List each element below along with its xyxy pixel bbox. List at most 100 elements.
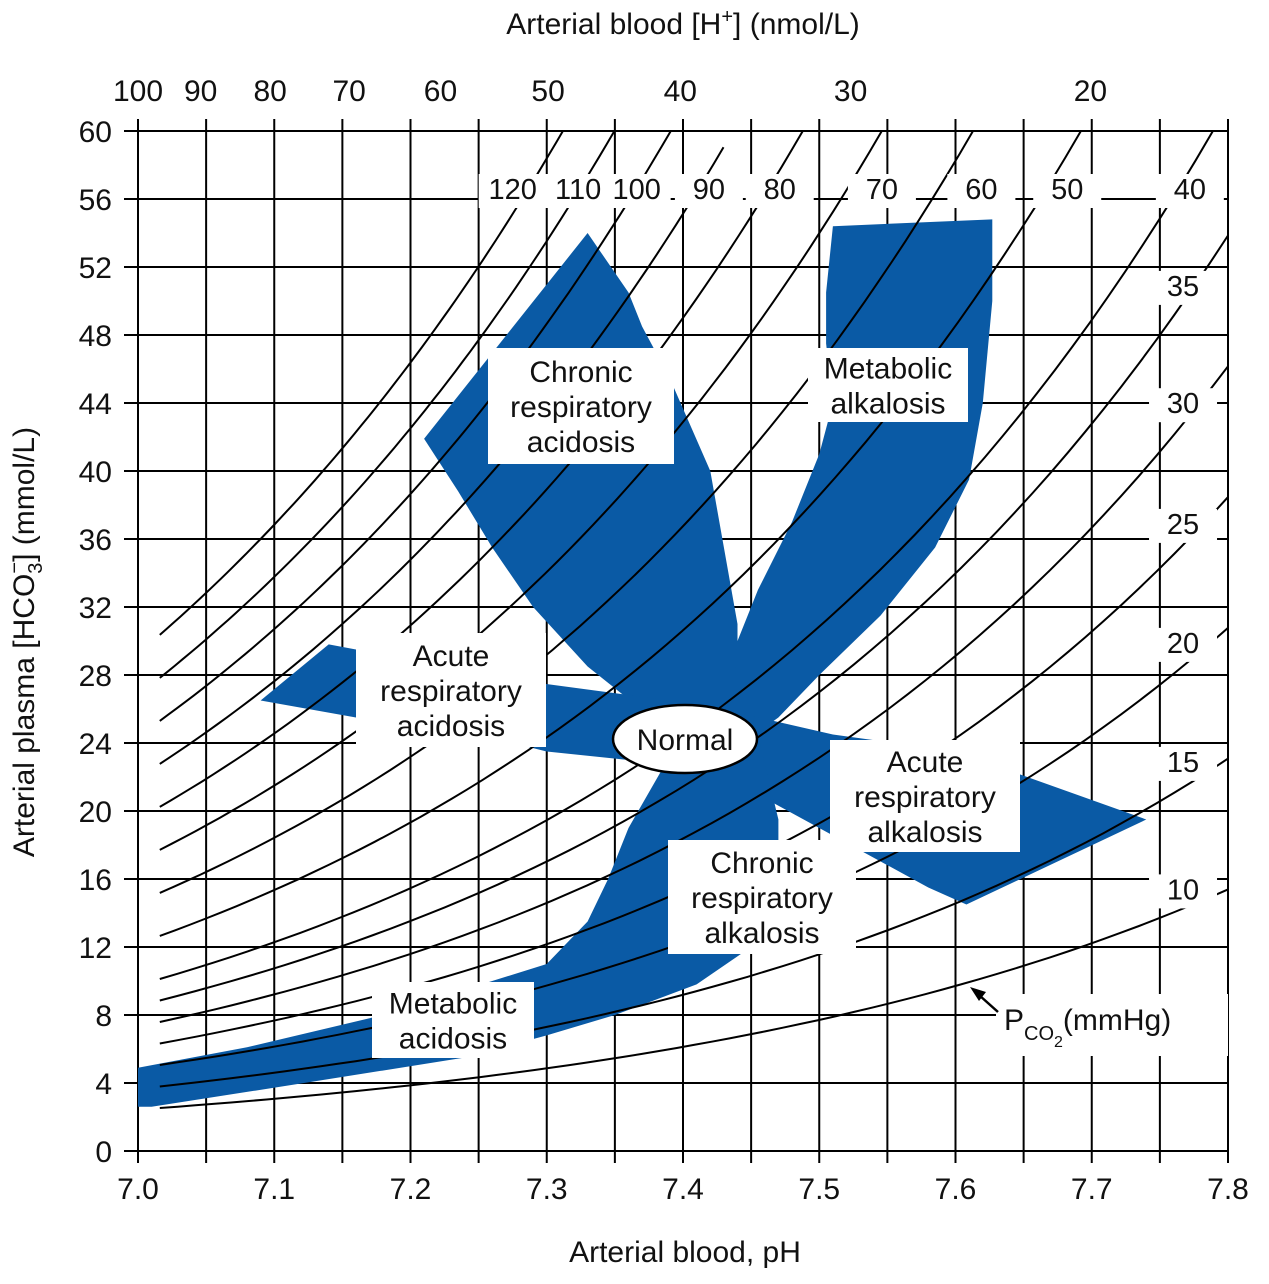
region-metabolic-acidosis <box>138 734 779 1107</box>
region-label: respiratory <box>380 675 522 708</box>
isobar-line <box>159 130 974 894</box>
top-tick-label: 30 <box>834 75 867 108</box>
region-metabolic-alkalosis <box>730 219 993 752</box>
isobar-label: 15 <box>1167 747 1199 779</box>
top-axis-title: Arterial blood [H+] (nmol/L) <box>506 6 860 41</box>
x-axis-title: Arterial blood, pH <box>569 1236 801 1269</box>
region-label: Acute <box>887 746 964 779</box>
y-tick-label: 36 <box>79 524 112 557</box>
isobar-line <box>159 130 672 722</box>
top-tick-label: 50 <box>531 75 564 108</box>
isobar-label-bg <box>1149 270 1218 305</box>
isobar-line <box>159 130 564 636</box>
isobar-label: 35 <box>1167 271 1199 303</box>
region-label: Metabolic <box>824 353 952 386</box>
isobar-label: 100 <box>612 174 660 206</box>
region-label-box <box>808 348 968 422</box>
normal-label: Normal <box>637 724 734 757</box>
pco2-legend-bg <box>996 994 1228 1056</box>
y-tick-label: 4 <box>95 1068 112 1101</box>
pco2-isobars <box>159 130 1229 1109</box>
isobar-label-bg <box>1155 174 1224 208</box>
isobar-label: 25 <box>1167 509 1199 541</box>
region-label: acidosis <box>397 710 505 743</box>
top-tick-label: 20 <box>1074 75 1107 108</box>
top-tick-label: 40 <box>664 75 697 108</box>
isobar-label: 70 <box>866 174 898 206</box>
pco2-arrow-shaft <box>978 994 999 1013</box>
top-tick-label: 90 <box>184 75 217 108</box>
labels: 120 110 100 90 80 70 60 50 40353025201510Chronic… <box>4 6 1249 1269</box>
region-label: alkalosis <box>867 816 982 849</box>
y-tick-label: 48 <box>79 320 112 353</box>
isobar-label-bg <box>745 174 814 208</box>
isobar-line <box>159 130 616 679</box>
region-label: Chronic <box>529 356 632 389</box>
isobar-label-bg <box>1149 627 1218 662</box>
isobar-label-bg <box>1149 508 1218 543</box>
isobar-line <box>159 888 1229 1109</box>
isobar-label: 110 <box>555 174 601 206</box>
x-tick-label: 7.5 <box>798 1173 840 1206</box>
region-label-boxes <box>356 174 1228 1058</box>
isobar-line <box>159 234 1229 1002</box>
isobar-label-bg <box>544 174 613 208</box>
isobar-line <box>159 365 1229 1023</box>
region-label: respiratory <box>854 781 996 814</box>
y-tick-label: 12 <box>79 932 112 965</box>
region-label-box <box>830 740 1020 852</box>
y-axis-title: Arterial plasma [HCO3−] (mmol/L) <box>4 427 47 857</box>
isobar-label: 40 <box>1174 174 1206 206</box>
region-label: Acute <box>413 640 490 673</box>
isobar-label-bg <box>478 174 547 208</box>
isobar-label: 120 <box>488 174 536 206</box>
x-tick-label: 7.8 <box>1207 1173 1249 1206</box>
y-tick-label: 56 <box>79 184 112 217</box>
isobar-label-bg <box>1033 174 1102 208</box>
y-tick-label: 24 <box>79 728 112 761</box>
isobar-line <box>159 130 804 808</box>
top-tick-label: 100 <box>113 75 163 108</box>
y-tick-label: 0 <box>95 1136 112 1169</box>
region-label: acidosis <box>399 1023 507 1056</box>
isobar-line <box>159 146 725 765</box>
isobar-label: 10 <box>1167 874 1199 906</box>
region-label: Chronic <box>710 847 813 880</box>
isobar-label-bg <box>1149 746 1218 781</box>
region-label: Metabolic <box>389 988 517 1021</box>
y-tick-label: 52 <box>79 252 112 285</box>
y-tick-label: 28 <box>79 660 112 693</box>
x-tick-label: 7.3 <box>526 1173 568 1206</box>
region-label: alkalosis <box>704 917 819 950</box>
pco2-legend-label: PCO2(mmHg) <box>1004 1004 1171 1051</box>
x-tick-label: 7.2 <box>390 1173 432 1206</box>
region-label: alkalosis <box>830 388 945 421</box>
y-tick-label: 40 <box>79 456 112 489</box>
region-label: respiratory <box>691 882 833 915</box>
x-tick-label: 7.0 <box>117 1173 159 1206</box>
normal-ellipse <box>611 703 759 775</box>
region-acute-respiratory-acidosis <box>260 644 356 718</box>
region-label-box <box>488 348 674 464</box>
isobar-label: 60 <box>965 174 997 206</box>
isobar-label: 20 <box>1167 628 1199 660</box>
y-tick-label: 16 <box>79 864 112 897</box>
x-tick-label: 7.4 <box>662 1173 704 1206</box>
y-tick-label: 32 <box>79 592 112 625</box>
region-label-box <box>668 840 856 954</box>
region-label-box <box>372 982 534 1058</box>
y-tick-label: 44 <box>79 388 112 421</box>
isobar-label-bg <box>674 174 743 208</box>
x-tick-label: 7.7 <box>1071 1173 1113 1206</box>
y-tick-label: 60 <box>79 116 112 149</box>
region-label-box <box>356 633 546 747</box>
x-tick-label: 7.1 <box>253 1173 295 1206</box>
top-tick-label: 60 <box>424 75 457 108</box>
isobar-label-bg <box>947 174 1016 208</box>
isobar-line <box>159 757 1229 1088</box>
isobar-label: 50 <box>1051 174 1083 206</box>
pco2-arrow-head <box>970 987 986 1001</box>
y-tick-label: 8 <box>95 1000 112 1033</box>
region-label: acidosis <box>527 426 635 459</box>
